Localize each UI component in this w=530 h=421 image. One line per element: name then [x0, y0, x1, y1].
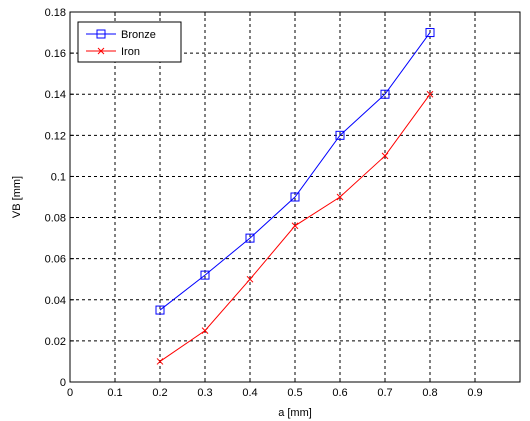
- x-tick-label: 0.6: [332, 387, 347, 399]
- x-tick-label: 0.4: [242, 387, 257, 399]
- legend: Bronze Iron: [77, 21, 182, 63]
- y-tick-label: 0.12: [45, 130, 66, 142]
- data-point-iron: [381, 152, 389, 160]
- y-tick-label: 0: [60, 377, 66, 389]
- series-line-bronze: [159, 32, 431, 311]
- legend-label-iron: Iron: [121, 46, 140, 58]
- x-tick-label: 0.9: [467, 387, 482, 399]
- series-group: [155, 28, 435, 365]
- data-point-bronze: [245, 233, 255, 243]
- x-tick-label: 0: [67, 387, 73, 399]
- y-tick-label: 0.16: [45, 48, 66, 60]
- data-point-iron: [201, 327, 209, 334]
- y-tick-label: 0.02: [45, 336, 66, 348]
- x-tick-label: 0.1: [107, 387, 122, 399]
- data-point-bronze: [200, 270, 210, 280]
- legend-marker-iron: [97, 47, 105, 55]
- legend-label-bronze: Bronze: [121, 29, 156, 41]
- y-tick-label: 0.04: [45, 295, 66, 307]
- y-axis-title: VB [mm]: [11, 176, 23, 218]
- data-point-iron: [291, 222, 299, 230]
- series-iron: [156, 90, 434, 365]
- x-tick-label: 0.5: [287, 387, 302, 399]
- grid-lines: [70, 12, 520, 382]
- data-point-iron: [246, 275, 254, 283]
- x-tick-label: 0.7: [377, 387, 392, 399]
- x-tick-label: 0.2: [152, 387, 167, 399]
- x-axis-title: a [mm]: [278, 407, 312, 419]
- series-bronze: [155, 28, 435, 315]
- y-tick-label: 0.08: [45, 213, 66, 225]
- y-tick-label: 0.14: [45, 89, 66, 101]
- data-point-bronze: [380, 89, 390, 99]
- data-point-bronze: [290, 192, 300, 202]
- data-point-bronze: [155, 305, 165, 315]
- y-tick-label: 0.1: [51, 171, 66, 183]
- y-tick-label: 0.06: [45, 254, 66, 266]
- legend-marker-shape: [97, 47, 105, 55]
- legend-marker-bronze: [96, 29, 106, 39]
- data-point-bronze: [335, 130, 345, 140]
- y-tick-label: 0.18: [45, 7, 66, 19]
- data-point-iron: [336, 193, 344, 201]
- axis-ticks: 0 0.1 0.2 0.3 0.4 0.5 0.6 0.7 0.8 0.9 0 0.02 0.04 0.0…: [45, 7, 520, 399]
- legend-box: [77, 21, 182, 63]
- data-point-iron: [426, 90, 434, 98]
- x-tick-label: 0.3: [197, 387, 212, 399]
- data-point-iron: [156, 358, 164, 365]
- x-tick-label: 0.8: [422, 387, 437, 399]
- legend-marker-shape: [96, 29, 106, 39]
- data-point-bronze: [425, 28, 435, 38]
